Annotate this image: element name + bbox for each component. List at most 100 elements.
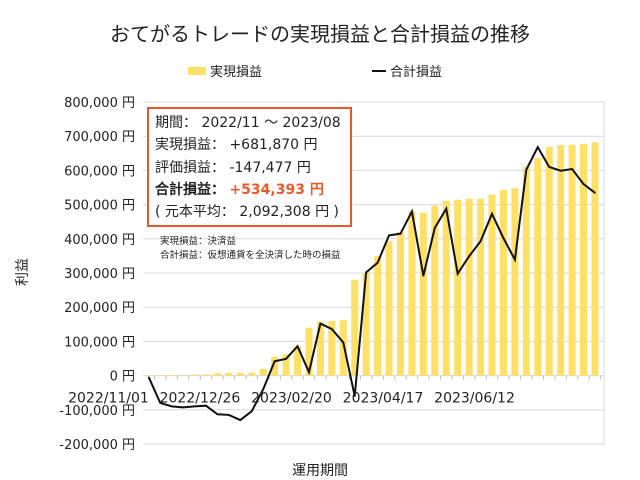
line-point — [502, 237, 505, 239]
y-axis-label: 利益 — [15, 258, 31, 286]
x-tick-label: 2022/11/01 — [68, 391, 149, 407]
line-point — [170, 405, 173, 408]
line-point — [525, 168, 528, 171]
bar-realized — [454, 199, 462, 376]
line-point — [582, 183, 585, 185]
realized-value: +681,870 円 — [229, 137, 318, 154]
bar-realized — [339, 320, 347, 376]
bar-realized — [271, 356, 279, 376]
total-row: 合計損益： +534,393 円 — [155, 179, 350, 201]
line-point — [388, 234, 390, 237]
line-point — [193, 405, 196, 408]
x-tick-label: 2022/12/26 — [160, 391, 241, 407]
bar-realized — [580, 144, 588, 376]
line-point — [285, 358, 287, 360]
line-point — [559, 169, 562, 172]
line-point — [342, 341, 345, 344]
y-tick-label: -200,000 円 — [59, 438, 135, 453]
bar-realized — [316, 321, 324, 376]
x-tick-label: 2023/06/12 — [434, 391, 515, 407]
line-point — [536, 146, 539, 148]
bar-realized — [419, 212, 427, 376]
line-point — [250, 410, 253, 412]
bar-realized — [202, 374, 210, 376]
line-point — [411, 210, 413, 213]
period-row: 期間： 2022/11 ～ 2023/08 — [155, 112, 350, 134]
bar-realized — [511, 188, 519, 376]
bar-realized — [156, 375, 164, 376]
chart-title: おてがるトレードの実現損益と合計損益の推移 — [110, 22, 530, 46]
bar-realized — [522, 166, 530, 376]
y-tick-label: 700,000 円 — [64, 130, 135, 145]
bar-realized — [396, 231, 404, 376]
bar-realized — [477, 198, 485, 376]
realized-row: 実現損益： +681,870 円 — [155, 134, 350, 156]
y-tick-label: -100,000 円 — [59, 404, 135, 419]
line-point — [228, 414, 230, 416]
legend-item-realized: 実現損益 — [188, 61, 262, 80]
line-point — [399, 232, 402, 235]
unrealized-row: 評価損益： -147,477 円 — [155, 157, 350, 179]
x-tick-label: 2023/04/17 — [343, 391, 424, 407]
x-tick-label: 2023/02/20 — [251, 391, 332, 407]
line-point — [205, 404, 207, 407]
line-point — [468, 255, 470, 258]
line-point — [319, 322, 322, 325]
bar-realized — [499, 189, 507, 376]
y-tick-label: 400,000 円 — [64, 233, 135, 248]
line-point — [159, 402, 162, 404]
line-point — [456, 272, 459, 275]
line-point — [308, 371, 310, 373]
bar-realized — [248, 372, 256, 376]
bar-realized — [294, 346, 302, 376]
line-point — [548, 166, 550, 168]
bar-realized — [351, 279, 359, 376]
bar-realized — [191, 374, 199, 376]
y-tick-label: 600,000 円 — [64, 164, 135, 179]
total-label: 合計損益： — [155, 181, 225, 198]
line-point — [331, 328, 333, 330]
principal-value: 2,092,308 円 — [239, 204, 330, 221]
bar-realized — [328, 320, 336, 376]
line-point — [296, 345, 299, 347]
line-point — [514, 258, 516, 261]
unrealized-value: -147,477 円 — [229, 159, 311, 176]
bar-realized — [534, 158, 542, 376]
legend-label: 合計損益 — [390, 65, 443, 80]
line-total — [147, 145, 596, 422]
legend-item-total: 合計損益 — [372, 61, 442, 80]
bar-realized — [362, 273, 370, 376]
principal-row: ( 元本平均： 2,092,308 円 ) — [155, 201, 350, 223]
bar-realized — [259, 368, 267, 376]
line-point — [571, 168, 573, 170]
period-value: 2022/11 ～ 2023/08 — [201, 115, 341, 131]
line-point — [148, 376, 150, 379]
y-tick-label: 0 円 — [110, 370, 135, 385]
period-label: 期間： — [155, 115, 197, 131]
bar-swatch-icon — [188, 66, 206, 75]
bar-realized — [179, 374, 187, 376]
bar-realized — [213, 373, 221, 376]
bar-realized — [282, 354, 290, 376]
principal-label: ( 元本平均： — [155, 204, 235, 221]
note-total: 合計損益：仮想通貨を全決済した時の損益 — [160, 250, 341, 261]
line-point — [273, 360, 276, 363]
bar-realized — [305, 327, 313, 376]
bar-realized — [557, 145, 565, 376]
y-tick-label: 800,000 円 — [64, 96, 135, 111]
line-point — [216, 413, 219, 416]
line-point — [262, 388, 265, 391]
y-tick-label: 500,000 円 — [64, 199, 135, 214]
unrealized-label: 評価損益： — [155, 159, 225, 176]
bar-realized — [225, 373, 233, 376]
line-point — [445, 207, 448, 210]
bar-realized — [488, 194, 496, 376]
line-point — [479, 240, 482, 242]
line-point — [353, 395, 356, 397]
principal-close: ) — [333, 204, 339, 221]
bar-realized — [545, 146, 553, 376]
bar-realized — [408, 211, 416, 376]
y-tick-label: 100,000 円 — [64, 335, 135, 350]
line-point — [376, 261, 379, 264]
